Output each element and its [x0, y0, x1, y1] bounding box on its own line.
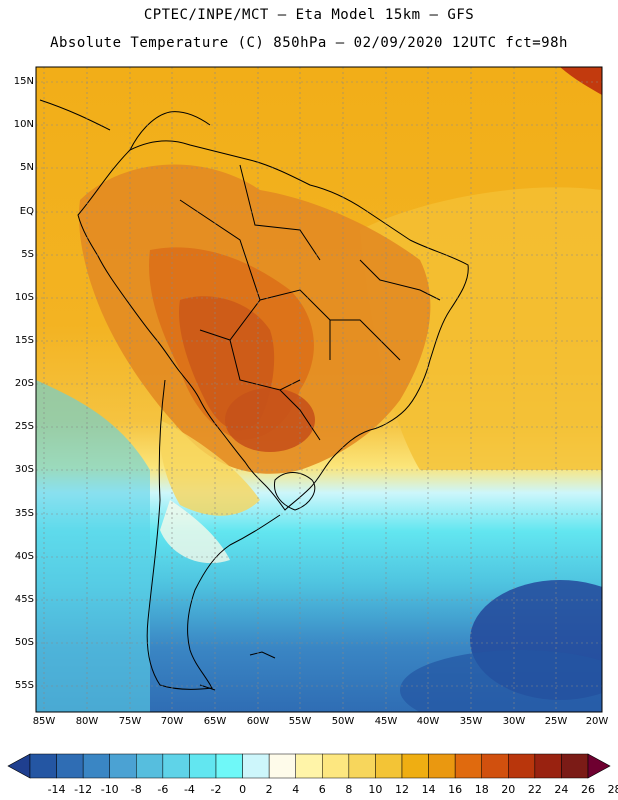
lon-label: 75W [118, 716, 142, 727]
colorbar-cell [268, 753, 296, 779]
colorbar-cell [295, 753, 323, 779]
colorbar-label: 22 [527, 783, 542, 796]
lat-label: 45S [14, 594, 34, 605]
colorbar-label: -12 [74, 783, 93, 796]
lat-label: 50S [14, 637, 34, 648]
colorbar-label: 26 [581, 783, 595, 796]
colorbar-min-arrow [7, 753, 31, 779]
lat-label: 35S [14, 508, 34, 519]
lon-label: 35W [459, 716, 483, 727]
lon-label: 65W [203, 716, 227, 727]
colorbar-cell [428, 753, 456, 779]
colorbar-label: 20 [501, 783, 516, 796]
colorbar-label: 4 [292, 783, 300, 796]
lon-label: 25W [544, 716, 568, 727]
colorbar-label: 16 [448, 783, 463, 796]
lat-label: 25S [14, 421, 34, 432]
colorbar-cell [348, 753, 376, 779]
colorbar-max-arrow [587, 753, 611, 779]
colorbar-label: 2 [265, 783, 273, 796]
colorbar-label: -8 [130, 783, 142, 796]
lat-lon-grid [36, 67, 602, 712]
colorbar-cell [401, 753, 429, 779]
lon-label: 55W [288, 716, 312, 727]
colorbar-label: 10 [368, 783, 383, 796]
colorbar-cell [375, 753, 403, 779]
colorbar [7, 753, 611, 779]
colorbar-label: -6 [157, 783, 169, 796]
lat-label: 40S [14, 551, 34, 562]
colorbar-label: 18 [474, 783, 489, 796]
colorbar-label: -14 [47, 783, 66, 796]
lat-label: 5N [20, 162, 34, 173]
lat-label: 15S [14, 335, 34, 346]
colorbar-label: 8 [345, 783, 353, 796]
colorbar-cell [481, 753, 509, 779]
lon-label: 50W [331, 716, 355, 727]
colorbar-label: 14 [421, 783, 436, 796]
lat-label: 30S [14, 464, 34, 475]
lat-label: EQ [19, 206, 34, 217]
colorbar-cell [162, 753, 190, 779]
lat-label: 15N [13, 76, 34, 87]
colorbar-cell [215, 753, 243, 779]
colorbar-cell [454, 753, 482, 779]
lon-label: 85W [32, 716, 56, 727]
lon-label: 80W [75, 716, 99, 727]
lon-label: 30W [502, 716, 526, 727]
colorbar-cell [29, 753, 57, 779]
colorbar-cell [136, 753, 164, 779]
colorbar-cell [109, 753, 137, 779]
lon-label: 40W [416, 716, 440, 727]
colorbar-label: -10 [100, 783, 119, 796]
lon-label: 20W [585, 716, 609, 727]
temperature-field [36, 67, 602, 712]
colorbar-cell [322, 753, 350, 779]
colorbar-cell [242, 753, 270, 779]
colorbar-label: 0 [239, 783, 247, 796]
lat-label: 10N [13, 119, 34, 130]
colorbar-label: 6 [318, 783, 326, 796]
colorbar-label: 12 [395, 783, 409, 796]
lat-label: 20S [14, 378, 34, 389]
lon-label: 45W [374, 716, 398, 727]
colorbar-cell [56, 753, 84, 779]
lat-label: 55S [14, 680, 34, 691]
map-frame [35, 66, 603, 713]
colorbar-cell [561, 753, 589, 779]
colorbar-cell [534, 753, 562, 779]
lon-label: 60W [246, 716, 270, 727]
colorbar-label: -4 [183, 783, 195, 796]
map-title-line-1: CPTEC/INPE/MCT – Eta Model 15km – GFS [143, 7, 475, 23]
map-title-line-2: Absolute Temperature (C) 850hPa – 02/09/… [50, 35, 568, 51]
colorbar-label: -2 [210, 783, 222, 796]
colorbar-cell [82, 753, 110, 779]
lat-label: 5S [21, 249, 34, 260]
colorbar-cell [189, 753, 217, 779]
colorbar-label: 24 [554, 783, 569, 796]
lat-label: 10S [14, 292, 34, 303]
colorbar-cell [508, 753, 536, 779]
colorbar-label: 28 [607, 783, 618, 796]
lon-label: 70W [160, 716, 184, 727]
